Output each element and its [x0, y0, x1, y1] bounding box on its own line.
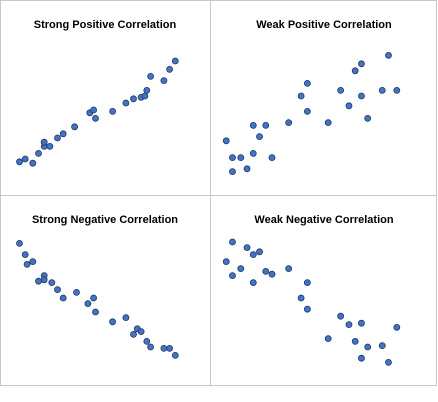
point — [160, 344, 168, 352]
point — [262, 122, 270, 129]
point — [385, 358, 392, 366]
chart-title: Strong Negative Correlation — [32, 214, 178, 226]
point — [262, 267, 270, 275]
point — [256, 133, 263, 141]
point — [297, 294, 305, 302]
point — [303, 279, 311, 287]
point — [285, 119, 293, 126]
point — [92, 115, 99, 122]
chart-title: Strong Positive Correlation — [34, 19, 177, 31]
point — [268, 270, 276, 278]
point — [337, 312, 345, 320]
point — [147, 343, 155, 351]
point — [222, 258, 230, 266]
point — [21, 155, 29, 163]
point — [130, 330, 137, 338]
point — [303, 305, 311, 313]
point — [229, 168, 236, 176]
point — [122, 314, 130, 322]
point — [109, 318, 116, 326]
point — [171, 57, 179, 65]
point — [59, 294, 67, 302]
point — [243, 244, 251, 252]
point — [249, 279, 257, 287]
point — [141, 92, 149, 100]
point — [40, 276, 48, 284]
point — [378, 87, 386, 94]
frame — [0, 0, 437, 386]
point — [84, 300, 92, 308]
point — [222, 137, 230, 145]
point — [166, 66, 174, 73]
point — [48, 279, 56, 287]
point — [358, 319, 365, 327]
point — [23, 260, 31, 268]
chart-title: Weak Positive Correlation — [256, 19, 392, 31]
point — [229, 272, 236, 280]
point — [160, 77, 168, 84]
point — [358, 92, 365, 100]
point — [303, 80, 311, 87]
point — [285, 265, 293, 273]
point — [229, 238, 236, 246]
point — [59, 130, 67, 138]
point — [21, 251, 29, 259]
point — [378, 342, 386, 350]
point — [364, 343, 372, 351]
point — [345, 102, 353, 110]
point — [364, 115, 372, 122]
point — [358, 354, 365, 362]
point — [109, 108, 116, 115]
point — [249, 149, 257, 157]
point — [243, 165, 251, 173]
point — [54, 134, 61, 142]
point — [337, 87, 345, 94]
point — [166, 344, 174, 352]
point — [90, 294, 97, 302]
point — [90, 106, 97, 114]
point — [237, 265, 245, 273]
point — [92, 308, 99, 316]
point — [29, 258, 37, 266]
point — [171, 351, 179, 359]
point — [130, 95, 137, 103]
point — [16, 158, 23, 166]
point — [46, 142, 54, 150]
point — [324, 335, 332, 343]
point — [385, 52, 392, 59]
point — [29, 159, 37, 167]
point — [16, 239, 23, 247]
point — [54, 286, 61, 294]
point — [35, 149, 42, 157]
point — [303, 108, 311, 115]
point — [297, 92, 305, 100]
point — [237, 154, 245, 162]
point — [345, 321, 353, 329]
point — [393, 323, 401, 331]
point — [268, 154, 276, 162]
point — [71, 123, 78, 131]
point — [40, 138, 48, 146]
point — [122, 99, 130, 107]
point — [229, 154, 236, 162]
point — [35, 277, 42, 285]
point — [351, 337, 359, 345]
point — [249, 251, 257, 259]
point — [358, 60, 365, 68]
point — [324, 119, 332, 126]
point — [143, 87, 151, 94]
point — [256, 248, 263, 256]
point — [143, 337, 151, 345]
point — [147, 73, 155, 80]
point — [351, 67, 359, 75]
point — [249, 122, 257, 129]
point — [393, 87, 401, 94]
point — [137, 328, 145, 336]
point — [73, 288, 80, 296]
chart-title: Weak Negative Correlation — [254, 214, 393, 226]
